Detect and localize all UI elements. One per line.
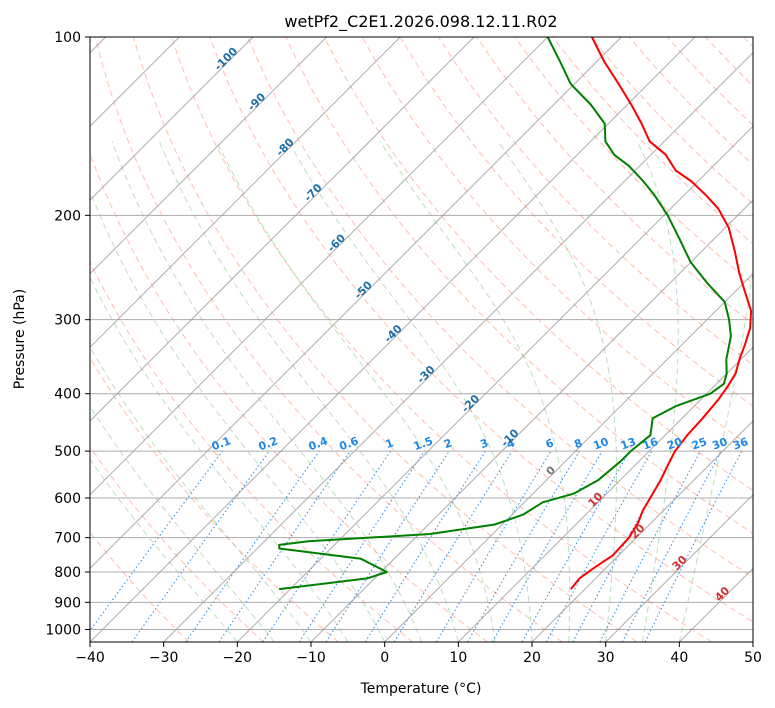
isotherm-line [90, 37, 622, 570]
dry-adiabat-line [171, 37, 712, 642]
y-tick-label: 200 [54, 208, 81, 224]
mixing-ratio-label: 0.6 [338, 434, 361, 453]
x-axis-ticks: −40 −30 −20 −10 0 10 20 30 40 50 [75, 642, 762, 666]
mixing-ratio-label: 30 [710, 435, 729, 453]
isotherm-line [310, 199, 753, 642]
mixing-ratio-label: 1 [384, 436, 396, 451]
x-tick-label: 10 [449, 650, 467, 666]
dry-adiabat-line [132, 37, 638, 642]
isotherm-line [90, 37, 254, 201]
dry-adiabat-line [209, 37, 753, 623]
chart-title: wetPf2_C2E1.2026.098.12.11.R02 [284, 12, 557, 32]
dry-adiabat-line [323, 37, 753, 491]
isotherm-line [90, 37, 696, 642]
dry-adiabat-line [247, 37, 753, 578]
mixing-ratio-label: 16 [641, 435, 660, 453]
x-tick-label: 20 [523, 650, 541, 666]
temperature-series-line [570, 37, 753, 590]
y-tick-label: 300 [54, 313, 81, 329]
y-axis-ticks: 100 200 300 400 500 600 700 800 900 1000 [45, 30, 90, 638]
isotherm-line [163, 51, 753, 642]
y-tick-label: 900 [54, 595, 81, 611]
mixing-ratio-label: 13 [619, 435, 638, 452]
mixing-ratio-label: 0.1 [210, 434, 233, 453]
y-tick-label: 500 [54, 444, 81, 460]
mixing-ratio-line [521, 450, 630, 642]
mixing-ratio-line [325, 450, 450, 642]
dry-adiabat-line [90, 356, 339, 642]
mixing-ratio-line [545, 450, 653, 642]
y-tick-label: 1000 [45, 622, 81, 638]
mixing-ratio-label: 20 [665, 435, 684, 453]
isotherm-line [531, 420, 753, 642]
mixing-ratio-label: 3 [478, 436, 490, 451]
mixing-ratio-line [644, 450, 743, 642]
mixing-ratio-line [393, 450, 513, 642]
grid [90, 37, 753, 642]
mixing-ratio-line [298, 450, 425, 642]
dry-adiabat-line [94, 37, 563, 642]
x-tick-label: −10 [296, 650, 326, 666]
isotherm-line [90, 37, 328, 275]
mixing-ratio-label: 6 [544, 436, 556, 451]
x-tick-label: −20 [223, 650, 253, 666]
mixing-ratio-line [218, 450, 351, 642]
mixing-ratio-line [90, 450, 223, 632]
isotherm-line [457, 346, 753, 642]
x-tick-label: 40 [670, 650, 688, 666]
plot-frame [89, 36, 754, 643]
mixing-ratio-label: 8 [572, 436, 584, 451]
x-axis-label: Temperature (°C) [360, 681, 482, 697]
y-tick-label: 800 [54, 565, 81, 581]
y-axis-label: Pressure (hPa) [12, 289, 28, 389]
mixing-ratio-label: 10 [592, 435, 611, 453]
mixing-ratio-label: 0.4 [307, 434, 330, 453]
y-tick-label: 700 [54, 531, 81, 547]
dry-adiabat-line [90, 260, 414, 642]
isotherm-line [90, 37, 401, 349]
y-tick-label: 100 [54, 30, 81, 46]
x-tick-label: 30 [597, 650, 615, 666]
mixing-ratio-label: 4 [505, 436, 517, 451]
dry-adiabat-line [285, 37, 753, 535]
mixing-ratio-label: 25 [690, 435, 709, 452]
mixing-ratio-line [572, 450, 677, 642]
dewpoint-series-line [278, 37, 732, 591]
mixing-ratio-label: 2 [442, 436, 454, 451]
x-tick-label: −30 [149, 650, 179, 666]
isotherm-line [236, 125, 753, 642]
isotherm-line [384, 272, 753, 642]
x-tick-label: 50 [744, 650, 762, 666]
x-tick-label: −40 [75, 650, 105, 666]
y-tick-label: 400 [54, 387, 81, 403]
dry-adiabat-line [476, 37, 753, 325]
dry-adiabat-line [514, 37, 753, 285]
mixing-ratio-label: 1.5 [412, 434, 435, 453]
mixing-ratio-label: 0.2 [257, 434, 280, 453]
mixing-ratio-label: 36 [731, 435, 750, 453]
x-tick-label: 0 [380, 650, 389, 666]
mixing-ratio-line [131, 450, 270, 642]
mixing-ratio-line [185, 450, 320, 642]
y-tick-label: 600 [54, 491, 81, 507]
dry-adiabat-line [90, 446, 264, 642]
isotherm-line [90, 37, 475, 422]
isotherm-line [90, 37, 549, 496]
mixing-ratio-line [262, 450, 392, 642]
isotherm-line [605, 493, 753, 642]
series-group [278, 37, 753, 591]
